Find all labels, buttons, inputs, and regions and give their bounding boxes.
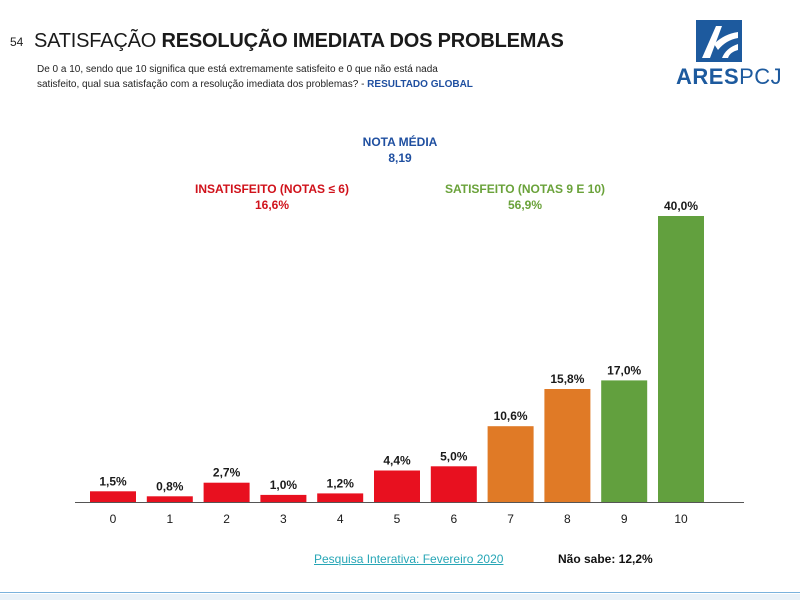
satisfied-label: SATISFEITO (NOTAS 9 E 10) [444,182,606,196]
logo-text-bold: ARES [676,64,740,89]
x-tick-label-2: 2 [223,512,230,526]
page-title: SATISFAÇÃO RESOLUÇÃO IMEDIATA DOS PROBLE… [34,30,564,53]
x-tick-label-8: 8 [564,512,571,526]
title-bold: RESOLUÇÃO IMEDIATA DOS PROBLEMAS [161,30,564,52]
mean-score-value: 8,19 [388,151,412,165]
data-label-3: 1,0% [270,478,298,492]
bar-0 [90,491,136,502]
bar-1 [146,496,193,502]
x-tick-label-4: 4 [337,512,344,526]
footer-divider [0,592,800,593]
source-link[interactable]: Pesquisa Interativa: Fevereiro 2020 [314,552,504,566]
data-label-4: 1,2% [327,476,355,490]
slide-number: 54 [10,35,24,49]
footer-band [0,594,800,600]
bar-8 [544,389,591,502]
data-label-9: 17,0% [607,363,641,377]
bar-4 [317,493,364,502]
bar-3 [260,494,307,503]
logo-wordmark: ARESPCJ [676,64,782,90]
bar-9 [601,380,648,502]
dissatisfied-label: INSATISFEITO (NOTAS ≤ 6) [195,182,349,196]
data-label-7: 10,6% [494,409,528,423]
question-body: De 0 a 10, sendo que 10 significa que es… [37,64,438,90]
x-tick-label-6: 6 [450,512,457,526]
x-tick-label-5: 5 [394,512,401,526]
data-label-0: 1,5% [99,474,127,488]
mean-score-label: NOTA MÉDIA [362,135,438,149]
question-highlight: RESULTADO GLOBAL [367,79,473,90]
logo-mark-icon [696,20,742,62]
bar-2 [203,482,250,502]
title-light: SATISFAÇÃO [34,30,162,52]
data-label-10: 40,0% [664,199,698,213]
x-tick-label-9: 9 [621,512,628,526]
data-label-2: 2,7% [213,466,241,480]
satisfied-value: 56,9% [507,198,543,212]
data-label-5: 4,4% [383,454,411,468]
x-tick-label-10: 10 [674,512,688,526]
brand-logo: ARESPCJ [676,20,782,92]
x-tick-label-7: 7 [507,512,514,526]
data-label-1: 0,8% [156,479,184,493]
question-text: De 0 a 10, sendo que 10 significa que es… [37,62,477,92]
x-tick-label-0: 0 [110,512,117,526]
bar-5 [374,470,420,502]
dont-know-note: Não sabe: 12,2% [558,552,653,566]
bar-10 [658,216,704,502]
bar-6 [430,466,477,503]
x-tick-label-3: 3 [280,512,287,526]
bar-7 [487,426,534,502]
dissatisfied-value: 16,6% [254,198,290,212]
data-label-6: 5,0% [440,449,468,463]
data-label-8: 15,8% [550,372,584,386]
logo-text-light: PCJ [739,64,783,89]
x-tick-label-1: 1 [166,512,173,526]
